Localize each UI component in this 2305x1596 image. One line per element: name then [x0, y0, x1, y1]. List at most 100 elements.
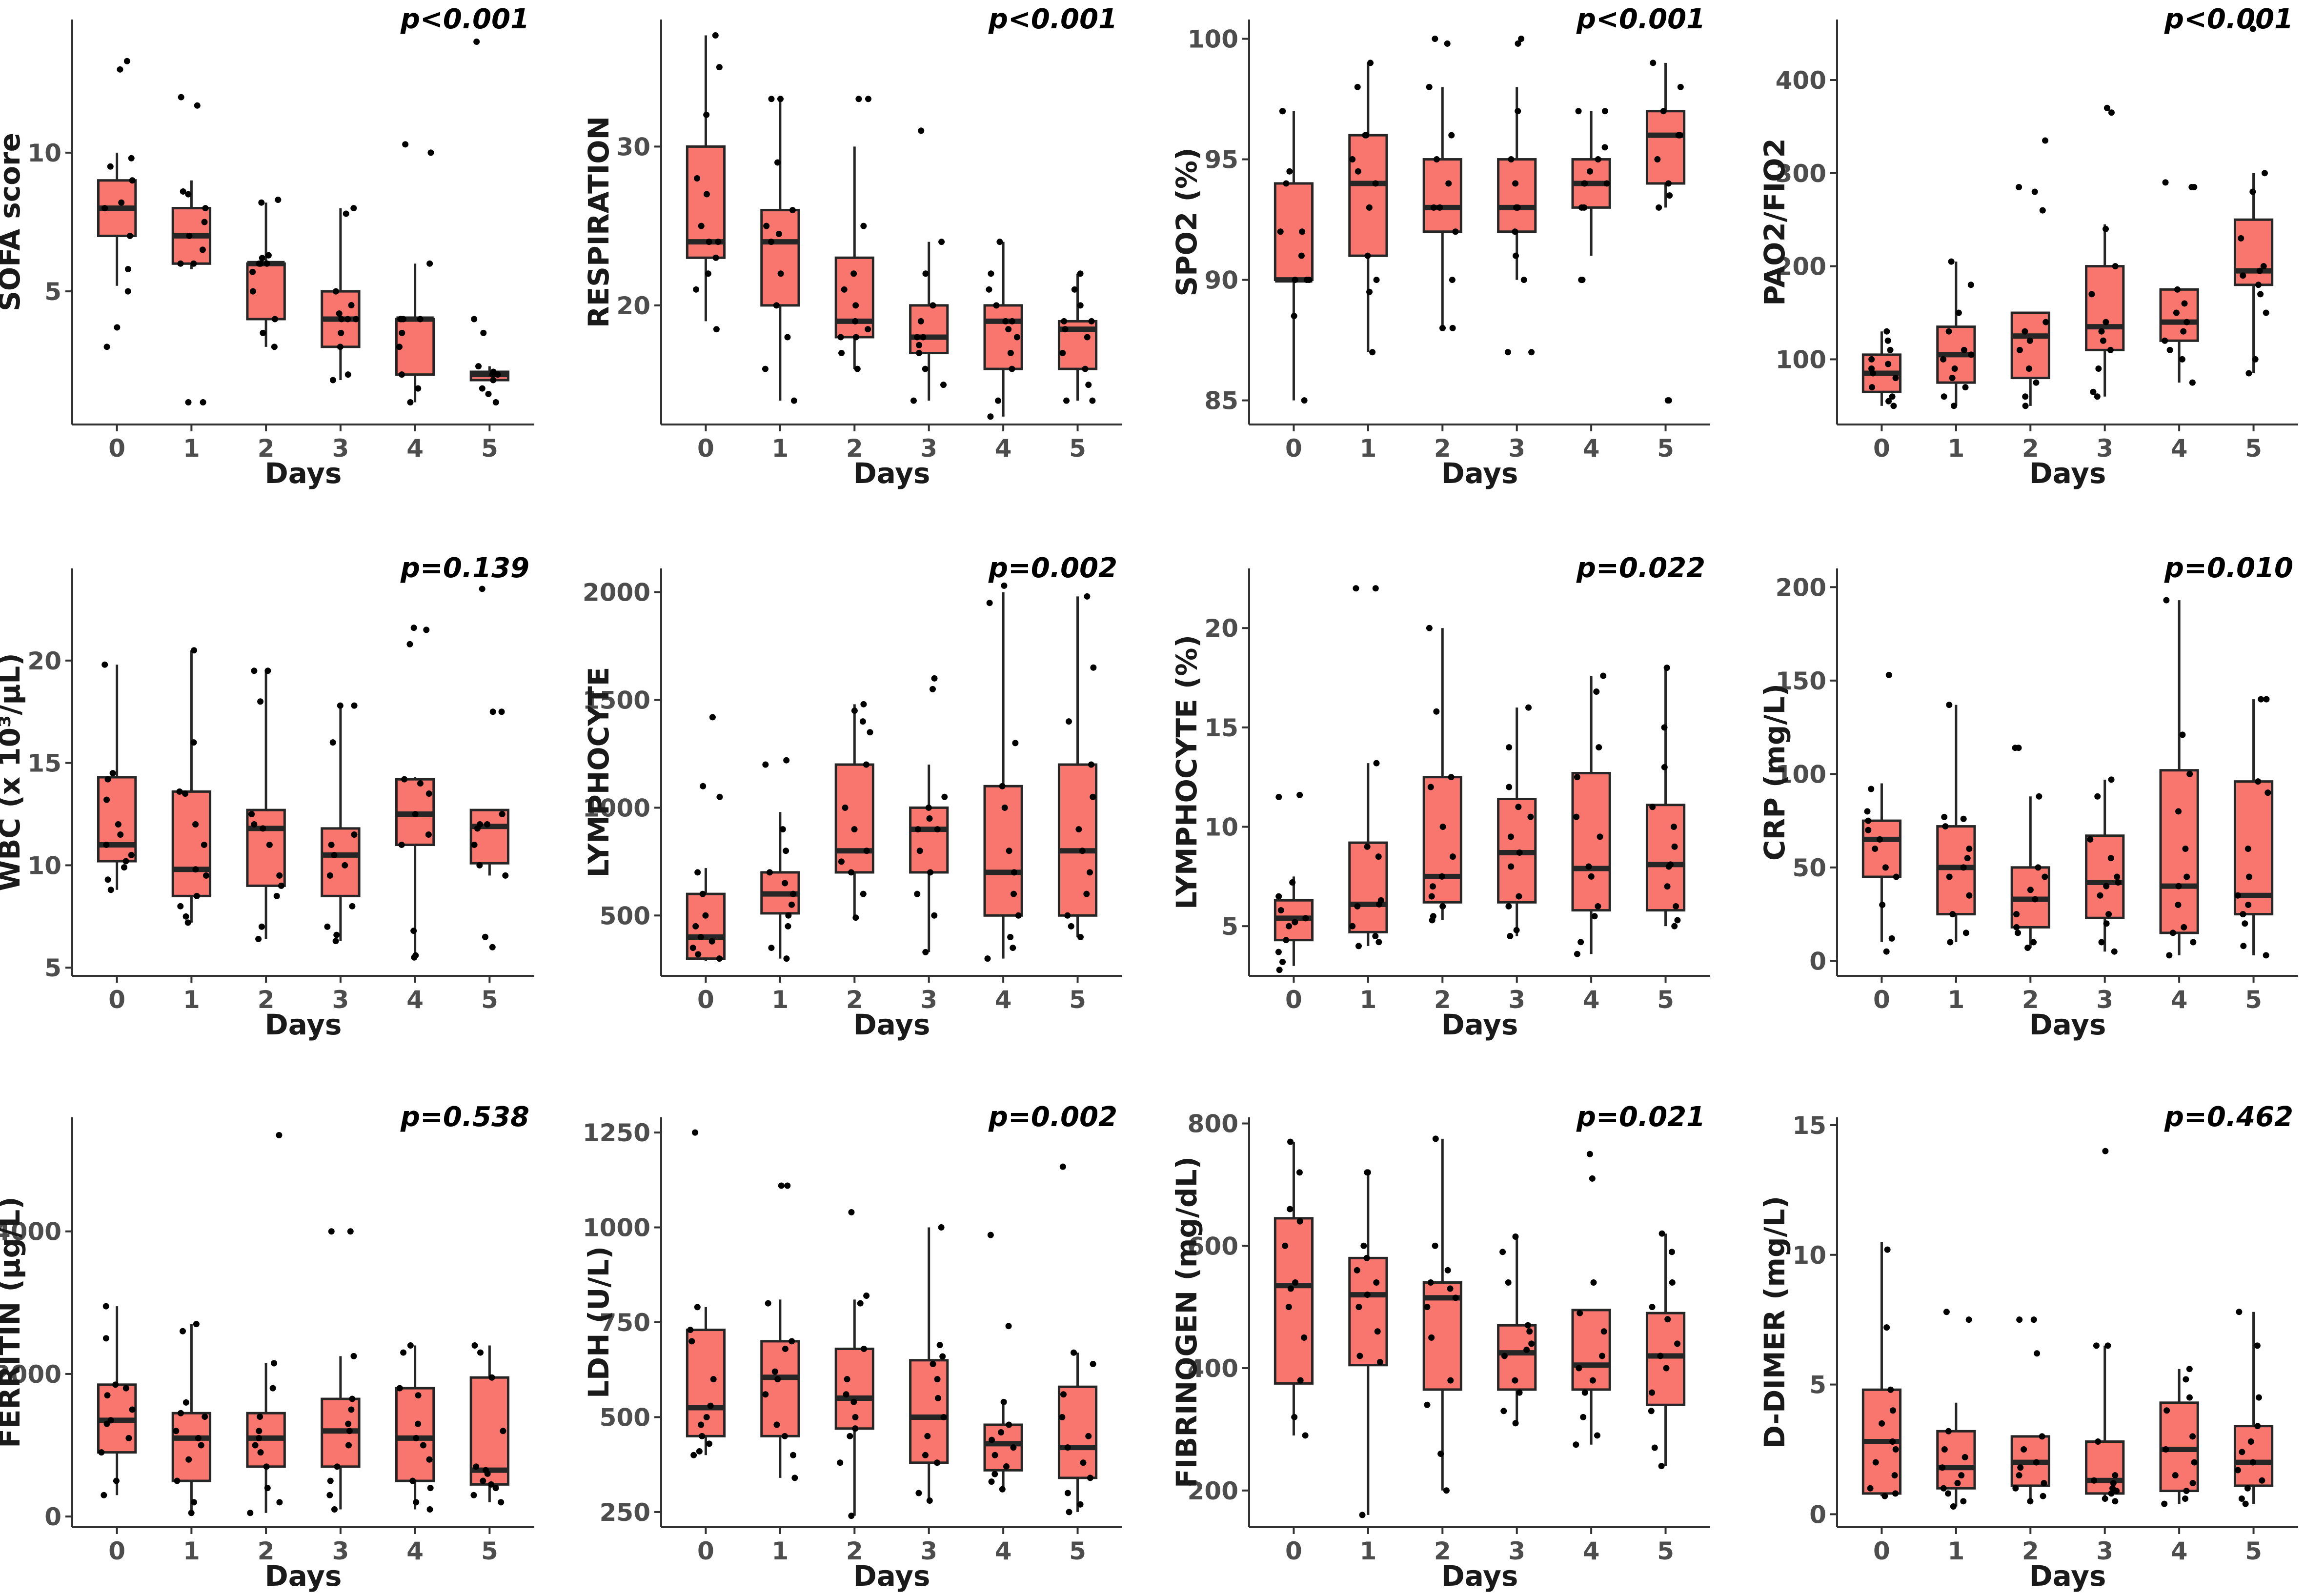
- x-tick-label: 3: [920, 1537, 937, 1565]
- data-point: [2259, 1477, 2265, 1484]
- data-point: [1657, 1353, 1664, 1359]
- data-point: [124, 266, 131, 273]
- data-point: [347, 1228, 354, 1235]
- data-point: [1298, 252, 1305, 259]
- data-point: [848, 1209, 855, 1215]
- data-point: [1892, 375, 1899, 382]
- data-point: [173, 1428, 180, 1434]
- data-point: [842, 804, 849, 811]
- data-point: [1287, 1206, 1294, 1212]
- y-tick-label: 15: [1792, 1111, 1826, 1140]
- data-point: [1287, 1285, 1294, 1292]
- x-axis-title: Days: [1441, 457, 1518, 490]
- data-point: [1512, 180, 1519, 187]
- data-point: [1080, 1459, 1087, 1466]
- data-point: [1872, 846, 1879, 852]
- data-point: [851, 826, 858, 833]
- data-point: [1367, 60, 1374, 66]
- data-point: [1954, 1480, 1961, 1487]
- data-point: [1077, 1501, 1084, 1508]
- data-point: [193, 892, 200, 899]
- data-point: [1432, 36, 1438, 42]
- data-point: [103, 841, 110, 848]
- data-point: [1376, 1358, 1383, 1365]
- x-tick-label: 0: [108, 1537, 125, 1565]
- data-point: [2163, 1446, 2169, 1453]
- data-point: [471, 316, 478, 323]
- data-point: [1292, 919, 1298, 926]
- data-point: [2034, 1350, 2041, 1357]
- data-point: [1291, 313, 1297, 320]
- data-point: [1005, 326, 1012, 333]
- x-tick-label: 3: [332, 1537, 349, 1565]
- data-point: [1958, 1472, 1965, 1479]
- x-tick-label: 1: [1947, 1537, 1964, 1565]
- data-point: [1506, 744, 1513, 751]
- x-tick-label: 2: [2022, 1537, 2039, 1565]
- data-point: [1515, 108, 1521, 115]
- data-point: [1527, 813, 1534, 820]
- data-point: [2240, 272, 2246, 279]
- data-point: [863, 761, 869, 768]
- data-point: [406, 641, 413, 647]
- data-point: [1868, 365, 1875, 372]
- data-point: [1940, 1485, 1947, 1492]
- data-point: [2108, 776, 2115, 783]
- data-point: [1012, 740, 1019, 747]
- data-point: [1077, 270, 1084, 277]
- data-point: [1444, 1267, 1451, 1273]
- box-iqr: [1348, 1256, 1388, 1367]
- x-tick-label: 3: [2096, 986, 2113, 1014]
- data-point: [1359, 1512, 1366, 1518]
- data-point: [1452, 1294, 1459, 1301]
- data-point: [790, 1452, 797, 1458]
- data-point: [351, 702, 358, 709]
- data-point: [1356, 1353, 1363, 1359]
- data-point: [178, 94, 184, 101]
- y-tick-label: 20: [616, 292, 650, 320]
- data-point: [1062, 326, 1069, 333]
- data-point: [1006, 848, 1012, 854]
- x-tick-label: 2: [846, 1537, 863, 1565]
- data-point: [1439, 324, 1446, 331]
- box-iqr: [2159, 769, 2199, 934]
- y-tick-label: 10: [27, 851, 61, 880]
- data-point: [1945, 1428, 1952, 1434]
- data-point: [420, 1442, 426, 1449]
- data-point: [998, 1429, 1005, 1436]
- data-point: [331, 1506, 338, 1513]
- data-point: [1292, 277, 1298, 283]
- data-point: [2102, 1148, 2109, 1154]
- data-point: [1064, 1490, 1071, 1496]
- data-point: [1595, 156, 1601, 163]
- y-tick-label: 5: [44, 954, 61, 982]
- x-axis-title: Days: [853, 457, 930, 490]
- data-point: [781, 1433, 788, 1439]
- x-tick-label: 4: [995, 986, 1012, 1014]
- data-point: [1426, 625, 1433, 631]
- y-tick-label: 1500: [583, 686, 650, 714]
- data-point: [1593, 688, 1600, 695]
- data-point: [1674, 1340, 1681, 1347]
- data-point: [271, 1360, 278, 1367]
- y-axis-title: SPO2 (%): [1170, 147, 1203, 296]
- data-point: [104, 776, 111, 783]
- data-point: [1590, 1279, 1597, 1286]
- data-point: [488, 1374, 495, 1381]
- data-point: [1355, 168, 1361, 175]
- data-point: [1437, 1451, 1444, 1457]
- box-iqr: [834, 256, 874, 339]
- data-point: [107, 1417, 114, 1424]
- data-point: [696, 1448, 703, 1455]
- data-point: [715, 239, 722, 245]
- data-point: [396, 343, 403, 350]
- data-point: [914, 890, 921, 897]
- data-point: [2240, 911, 2246, 918]
- data-point: [2105, 911, 2112, 918]
- data-point: [1512, 1420, 1519, 1427]
- data-point: [482, 933, 488, 940]
- y-tick-label: 20: [27, 647, 61, 675]
- data-point: [712, 254, 719, 261]
- data-point: [703, 191, 710, 198]
- data-point: [1887, 1386, 1894, 1393]
